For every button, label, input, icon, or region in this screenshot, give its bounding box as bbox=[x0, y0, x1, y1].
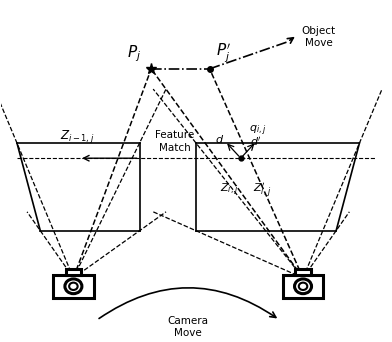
Circle shape bbox=[294, 279, 312, 294]
Text: Feature
Match: Feature Match bbox=[155, 130, 194, 153]
Circle shape bbox=[69, 282, 78, 290]
Bar bbox=[283, 275, 323, 298]
Text: $q_{i,j}$: $q_{i,j}$ bbox=[249, 123, 266, 138]
Text: $P_j$: $P_j$ bbox=[127, 43, 141, 64]
Circle shape bbox=[65, 279, 82, 294]
Bar bbox=[66, 269, 81, 275]
Bar bbox=[53, 275, 94, 298]
Text: $P_j'$: $P_j'$ bbox=[216, 41, 231, 64]
Text: Camera
Move: Camera Move bbox=[168, 316, 209, 338]
Text: $Z_{i-1,j}$: $Z_{i-1,j}$ bbox=[60, 128, 94, 145]
Text: $d'$: $d'$ bbox=[250, 135, 262, 148]
Text: $Z_{i,j}'$: $Z_{i,j}'$ bbox=[253, 182, 271, 200]
Text: Object
Move: Object Move bbox=[301, 26, 336, 48]
Text: $Z_{i,j}$: $Z_{i,j}$ bbox=[220, 182, 238, 198]
Bar bbox=[296, 269, 310, 275]
Circle shape bbox=[299, 282, 307, 290]
Text: $d$: $d$ bbox=[215, 133, 224, 145]
